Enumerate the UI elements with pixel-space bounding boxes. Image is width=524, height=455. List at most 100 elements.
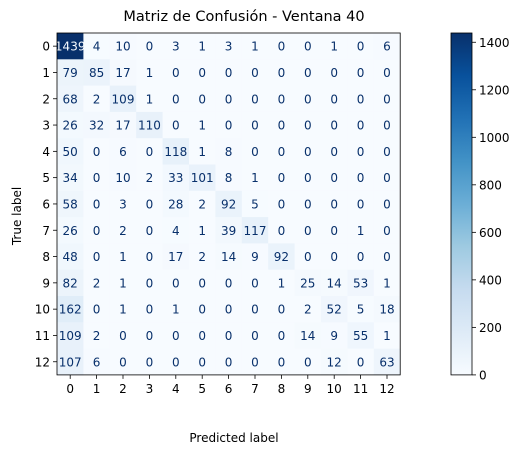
cell-r1-c4 — [162, 59, 190, 86]
cell-value-r10-c12: 18 — [379, 303, 394, 317]
cell-r11-c4 — [162, 322, 190, 349]
cell-value-r2-c6: 0 — [225, 92, 233, 106]
cell-value-r7-c5: 1 — [198, 224, 206, 238]
cell-value-r3-c12: 0 — [383, 119, 391, 133]
cell-value-r7-c12: 0 — [383, 224, 391, 238]
cell-value-r8-c1: 0 — [93, 250, 101, 264]
cell-value-r12-c3: 0 — [146, 355, 154, 369]
cell-value-r6-c11: 0 — [357, 197, 365, 211]
cell-r5-c5 — [189, 164, 216, 192]
cell-value-r1-c0: 79 — [63, 66, 78, 80]
cell-r10-c11 — [347, 296, 375, 323]
cell-r6-c7 — [241, 190, 269, 218]
cell-value-r3-c2: 17 — [115, 119, 130, 133]
cell-value-r6-c8: 0 — [278, 197, 286, 211]
cell-r11-c2 — [109, 322, 137, 349]
cell-value-r5-c6: 8 — [225, 171, 233, 185]
colorbar-tick-label-1200: 1200 — [479, 83, 510, 97]
cell-r11-c6 — [215, 322, 243, 349]
y-tick-label-7: 7 — [42, 224, 50, 238]
cell-r10-c10 — [321, 296, 348, 323]
x-tick-label-5: 5 — [198, 382, 206, 396]
cell-r12-c1 — [83, 348, 111, 376]
cell-value-r4-c6: 8 — [225, 145, 233, 159]
cell-r11-c12 — [373, 322, 401, 349]
cell-value-r3-c7: 0 — [251, 119, 259, 133]
cell-r11-c7 — [241, 322, 269, 349]
y-axis-label: True label — [10, 187, 24, 246]
cell-value-r1-c4: 0 — [172, 66, 180, 80]
cell-value-r9-c9: 25 — [300, 276, 315, 290]
cell-r7-c2 — [109, 217, 137, 244]
cell-value-r0-c5: 1 — [198, 40, 206, 54]
cell-value-r11-c7: 0 — [251, 329, 259, 343]
cell-value-r7-c3: 0 — [146, 224, 154, 238]
cell-value-r8-c12: 0 — [383, 250, 391, 264]
cell-value-r3-c1: 32 — [89, 119, 104, 133]
cell-value-r3-c9: 0 — [304, 119, 312, 133]
cell-value-r8-c8: 92 — [274, 250, 289, 264]
x-tick-label-6: 6 — [225, 382, 233, 396]
cell-r7-c11 — [347, 217, 375, 244]
cell-r9-c5 — [189, 269, 216, 297]
cell-r11-c0 — [57, 322, 84, 349]
cell-r4-c1 — [83, 138, 111, 165]
cell-r12-c8 — [268, 348, 295, 376]
cell-r7-c1 — [83, 217, 111, 244]
cell-value-r9-c5: 0 — [198, 276, 206, 290]
cell-value-r6-c1: 0 — [93, 197, 101, 211]
cell-r2-c8 — [268, 85, 295, 113]
cell-r12-c7 — [241, 348, 269, 376]
cell-r4-c0 — [57, 138, 84, 165]
cell-r6-c8 — [268, 190, 295, 218]
cell-value-r2-c8: 0 — [278, 92, 286, 106]
cell-r9-c9 — [294, 269, 322, 297]
colorbar-tick-label-600: 600 — [479, 226, 502, 240]
cell-value-r12-c8: 0 — [278, 355, 286, 369]
cell-r7-c6 — [215, 217, 243, 244]
cell-value-r4-c1: 0 — [93, 145, 101, 159]
x-tick-label-11: 11 — [353, 382, 368, 396]
cell-r11-c8 — [268, 322, 295, 349]
cell-value-r12-c10: 12 — [327, 355, 342, 369]
cell-value-r12-c12: 63 — [379, 355, 394, 369]
cell-r0-c0 — [57, 33, 84, 60]
cell-r2-c7 — [241, 85, 269, 113]
cell-value-r6-c0: 58 — [63, 197, 78, 211]
cell-value-r1-c3: 1 — [146, 66, 154, 80]
cell-r3-c0 — [57, 111, 84, 139]
cell-r8-c6 — [215, 243, 243, 271]
cell-r11-c5 — [189, 322, 216, 349]
cell-r10-c0 — [57, 296, 84, 323]
cell-value-r0-c0: 1439 — [55, 40, 86, 54]
cell-value-r11-c12: 1 — [383, 329, 391, 343]
cell-value-r8-c7: 9 — [251, 250, 259, 264]
cell-r8-c11 — [347, 243, 375, 271]
cell-value-r10-c1: 0 — [93, 303, 101, 317]
cell-value-r8-c5: 2 — [198, 250, 206, 264]
cell-value-r1-c12: 0 — [383, 66, 391, 80]
cell-r0-c7 — [241, 33, 269, 60]
cell-r8-c3 — [136, 243, 163, 271]
cell-r1-c8 — [268, 59, 295, 86]
cell-r2-c3 — [136, 85, 163, 113]
cell-value-r6-c9: 0 — [304, 197, 312, 211]
cell-r9-c3 — [136, 269, 163, 297]
cell-value-r4-c7: 0 — [251, 145, 259, 159]
cell-value-r1-c5: 0 — [198, 66, 206, 80]
cell-r8-c4 — [162, 243, 190, 271]
cell-r12-c6 — [215, 348, 243, 376]
cell-r10-c5 — [189, 296, 216, 323]
cell-value-r3-c3: 110 — [138, 119, 161, 133]
cell-r6-c3 — [136, 190, 163, 218]
colorbar-ticks: 0 200 400 600 800 1000 1200 1400 — [472, 36, 510, 382]
cell-value-r4-c10: 0 — [330, 145, 338, 159]
cell-r7-c10 — [321, 217, 348, 244]
y-tick-label-2: 2 — [42, 92, 50, 106]
cell-r12-c5 — [189, 348, 216, 376]
cell-value-r12-c7: 0 — [251, 355, 259, 369]
cell-r5-c7 — [241, 164, 269, 192]
cell-r4-c4 — [162, 138, 190, 165]
cell-r12-c9 — [294, 348, 322, 376]
cell-r2-c1 — [83, 85, 111, 113]
